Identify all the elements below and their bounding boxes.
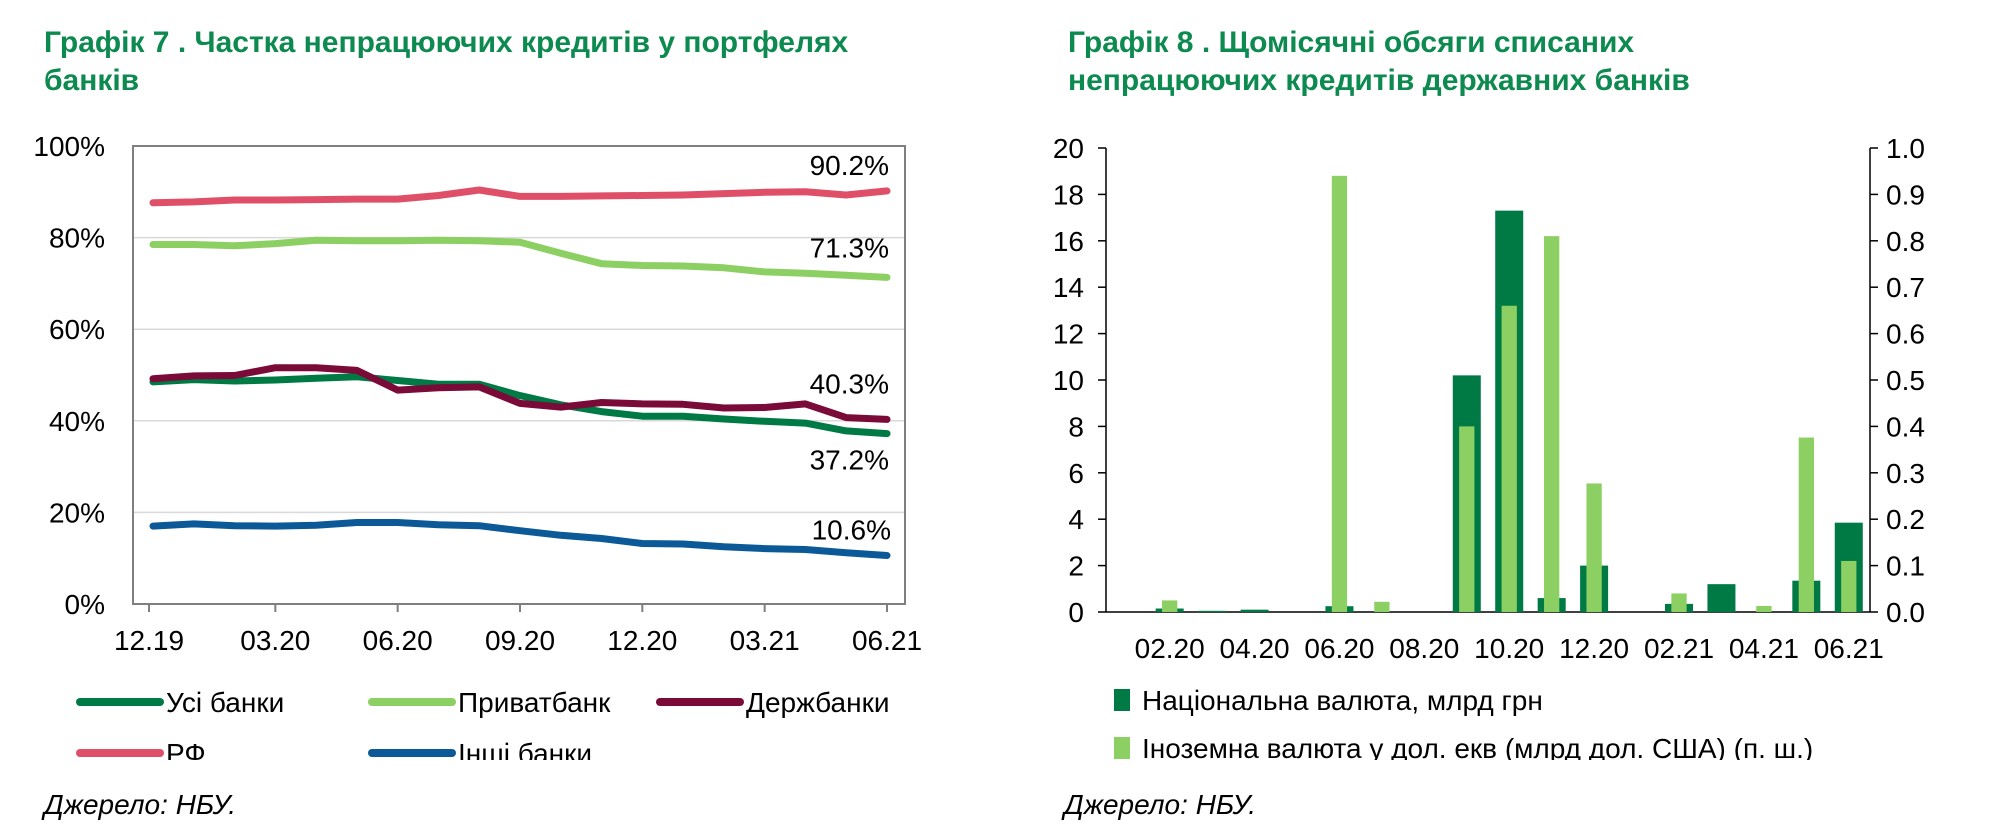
y2-tick-label: 0.0	[1886, 597, 1925, 628]
legend-item: Приватбанк	[368, 687, 611, 718]
x-tick-label: 04.21	[1729, 633, 1799, 664]
y-tick-label: 60%	[49, 314, 105, 345]
x-tick-label: 12.20	[1559, 633, 1629, 664]
y-tick-label: 40%	[49, 406, 105, 437]
y-tick-label: 8	[1068, 411, 1084, 442]
end-label: 90.2%	[810, 150, 889, 181]
bar-foreign	[1162, 600, 1178, 612]
chart-panel-left: Графік 7 . Частка непрацюючих кредитів у…	[0, 0, 1000, 830]
x-tick-label: 06.20	[1304, 633, 1374, 664]
y-tick-label: 100%	[33, 131, 105, 162]
legend-label: Інші банки	[458, 738, 592, 760]
bar-foreign	[1459, 426, 1475, 612]
x-tick-label: 02.20	[1135, 633, 1205, 664]
y2-tick-label: 0.1	[1886, 551, 1925, 582]
chart-title-left: Графік 7 . Частка непрацюючих кредитів у…	[44, 26, 849, 97]
y2-tick-label: 0.3	[1886, 458, 1925, 489]
y-tick-label: 10	[1053, 365, 1084, 396]
source-note-right: Джерело: НБУ.	[1064, 789, 1257, 820]
x-tick-label: 06.21	[852, 625, 922, 656]
x-tick-label: 10.20	[1474, 633, 1544, 664]
end-label: 37.2%	[810, 445, 889, 476]
legend-label: Усі банки	[166, 687, 284, 718]
source-note-left: Джерело: НБУ.	[44, 789, 237, 820]
y-tick-label: 18	[1053, 179, 1084, 210]
bar-foreign	[1374, 601, 1390, 612]
y2-tick-label: 0.6	[1886, 319, 1925, 350]
y2-tick-label: 0.8	[1886, 226, 1925, 257]
legend-label: РФ	[166, 738, 206, 760]
legend-label: Іноземна валюта у дол. екв (млрд дол. СШ…	[1142, 733, 1813, 760]
series-line	[149, 519, 891, 559]
y-tick-label: 6	[1068, 458, 1084, 489]
bar-foreign	[1501, 305, 1517, 612]
chart-panel-right: Графік 8 . Щомісячні обсяги списаних неп…	[1020, 0, 2009, 830]
legend-label: Приватбанк	[458, 687, 611, 718]
end-label: 40.3%	[810, 368, 889, 399]
x-tick-label: 12.19	[114, 625, 184, 656]
x-tick-label: 09.20	[485, 625, 555, 656]
y2-tick-label: 0.2	[1886, 504, 1925, 535]
bar-foreign	[1798, 437, 1814, 612]
bar-foreign	[1331, 175, 1348, 612]
bar-foreign	[1671, 593, 1687, 612]
y2-tick-label: 0.9	[1886, 179, 1925, 210]
legend-swatch	[1114, 689, 1130, 711]
bar-foreign	[1756, 605, 1772, 612]
y-tick-label: 12	[1053, 319, 1084, 350]
bar-foreign	[1841, 560, 1857, 612]
x-tick-label: 12.20	[607, 625, 677, 656]
end-label: 10.6%	[812, 514, 891, 545]
y-tick-label: 0%	[65, 589, 105, 620]
y-tick-label: 80%	[49, 223, 105, 254]
bar-foreign	[1544, 236, 1560, 612]
legend-label: Держбанки	[746, 687, 889, 718]
x-tick-label: 08.20	[1389, 633, 1459, 664]
line-chart: 0% 20% 40% 60% 80% 100% 12.19 03.20 06.20 09.20 12…	[33, 131, 922, 760]
x-tick-label: 06.21	[1814, 633, 1884, 664]
y2-tick-label: 1.0	[1886, 133, 1925, 164]
bar-foreign	[1586, 483, 1602, 612]
bar-national	[1198, 610, 1227, 612]
series-line	[149, 186, 891, 207]
chart-title-right: Графік 8 . Щомісячні обсяги списаних неп…	[1068, 26, 1690, 97]
x-tick-label: 04.20	[1220, 633, 1290, 664]
legend-label: Національна валюта, млрд грн	[1142, 685, 1543, 716]
y2-tick-label: 0.7	[1886, 272, 1925, 303]
y-tick-label: 16	[1053, 226, 1084, 257]
x-tick-label: 02.21	[1644, 633, 1714, 664]
series-line	[149, 236, 891, 281]
bar-national	[1707, 584, 1736, 612]
legend-item: Держбанки	[656, 687, 889, 718]
legend-item: Усі банки	[76, 687, 284, 718]
legend-item: Іноземна валюта у дол. екв (млрд дол. СШ…	[1114, 733, 1813, 760]
y-tick-label: 4	[1068, 504, 1084, 535]
y-tick-label: 2	[1068, 551, 1084, 582]
legend-item: Інші банки	[368, 738, 592, 760]
y-tick-label: 0	[1068, 597, 1084, 628]
legend-item: РФ	[76, 738, 206, 760]
y-tick-label: 20	[1053, 133, 1084, 164]
y2-tick-label: 0.4	[1886, 411, 1925, 442]
y-tick-label: 14	[1053, 272, 1084, 303]
y2-tick-label: 0.5	[1886, 365, 1925, 396]
series-line	[149, 364, 891, 423]
y-tick-label: 20%	[49, 497, 105, 528]
x-tick-label: 06.20	[363, 625, 433, 656]
bar-national	[1240, 609, 1269, 612]
series-line	[149, 373, 891, 438]
bar-chart: 0 2 4 6 8 10 12 14 16 18 20 0.0 0.1 0.2 0.3 0.4 0.5 0.6 0.…	[1053, 133, 1925, 760]
x-tick-label: 03.20	[240, 625, 310, 656]
end-label: 71.3%	[810, 232, 889, 263]
legend-item: Національна валюта, млрд грн	[1114, 685, 1543, 716]
legend-swatch	[1114, 737, 1130, 759]
x-tick-label: 03.21	[730, 625, 800, 656]
